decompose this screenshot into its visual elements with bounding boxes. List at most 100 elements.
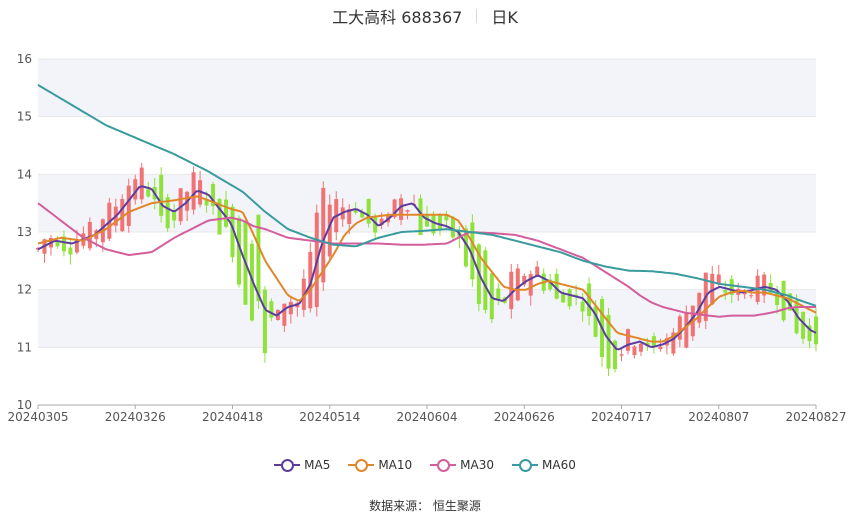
candle-body	[159, 175, 164, 216]
legend-label: MA10	[378, 458, 413, 472]
ma-line-ma30	[37, 202, 816, 318]
x-tick-label: 20240827	[785, 410, 846, 424]
legend-item-ma10[interactable]: MA10	[348, 458, 412, 472]
legend-item-ma60[interactable]: MA60	[512, 458, 576, 472]
candle-body	[470, 222, 475, 280]
candle-body	[625, 329, 630, 351]
candle-body	[74, 239, 79, 253]
candle-body	[450, 216, 455, 238]
candle-body	[211, 184, 216, 207]
candle-body	[321, 187, 326, 283]
candle-body	[172, 210, 177, 221]
legend-item-ma5[interactable]: MA5	[274, 458, 330, 472]
y-tick-label: 13	[17, 225, 32, 239]
candle-body	[55, 241, 60, 247]
candle-body	[483, 250, 488, 310]
candle-body	[431, 214, 436, 234]
candle-body	[353, 209, 358, 213]
legend-marker-icon	[348, 458, 375, 472]
candle-body	[204, 198, 209, 206]
candle-body	[561, 294, 566, 303]
candle-body	[574, 294, 579, 297]
candle-body	[548, 279, 553, 290]
candle-body	[282, 303, 287, 326]
candle-body	[87, 222, 92, 249]
candle-body	[444, 215, 449, 221]
candle-body	[801, 311, 806, 339]
chart-header: 工大高科 688367 日K	[0, 5, 850, 27]
x-tick-label: 20240807	[688, 410, 749, 424]
chart-title: 工大高科 688367	[332, 8, 463, 27]
candle-body	[366, 198, 371, 224]
legend-marker-icon	[430, 458, 457, 472]
candle-body	[269, 301, 274, 318]
candle-body	[554, 273, 559, 299]
x-tick-label: 20240626	[494, 410, 555, 424]
candle-body	[256, 214, 261, 302]
candle-body	[165, 197, 170, 229]
ma-line-ma60	[37, 84, 817, 307]
candle-body	[606, 314, 611, 369]
candle-body	[327, 204, 332, 257]
candle-body	[587, 283, 592, 317]
candle-body	[360, 212, 365, 218]
period-tab[interactable]: 日K	[491, 8, 518, 27]
candle-body	[437, 215, 442, 229]
candle-body	[749, 295, 754, 297]
candle-body	[580, 301, 585, 312]
candle-body	[373, 215, 378, 233]
candle-body	[528, 274, 533, 296]
y-tick-label: 14	[17, 167, 32, 181]
x-tick-label: 20240514	[299, 410, 360, 424]
candle-body	[716, 274, 721, 285]
candle-body	[729, 279, 734, 295]
x-tick-label: 20240418	[202, 410, 263, 424]
candle-body	[723, 290, 728, 293]
candle-body	[463, 228, 468, 267]
candle-body	[191, 172, 196, 210]
legend-label: MA5	[304, 458, 331, 472]
candle-body	[347, 209, 352, 224]
y-tick-label: 10	[17, 398, 32, 412]
candle-body	[522, 275, 527, 285]
candle-body	[418, 198, 423, 236]
y-tick-label: 16	[17, 52, 32, 66]
legend-item-ma30[interactable]: MA30	[430, 458, 494, 472]
candle-body	[515, 268, 520, 301]
grid-band	[38, 59, 816, 117]
legend-marker-icon	[512, 458, 539, 472]
candle-body	[710, 273, 715, 305]
data-source-note: 数据来源： 恒生聚源	[369, 499, 481, 513]
candle-body	[126, 185, 131, 226]
candle-body	[775, 293, 780, 305]
candle-body	[217, 198, 222, 235]
candle-body	[496, 288, 501, 300]
candle-body	[645, 342, 650, 346]
candle-body	[684, 313, 689, 348]
x-tick-label: 20240305	[7, 410, 68, 424]
candle-body	[567, 289, 572, 307]
candle-body	[762, 274, 767, 296]
candle-body	[230, 206, 235, 258]
candle-body	[619, 354, 624, 356]
candle-body	[781, 280, 786, 321]
candle-body	[139, 167, 144, 200]
candle-body	[236, 218, 241, 285]
candle-body	[807, 325, 812, 342]
legend-label: MA30	[460, 458, 495, 472]
candle-body	[405, 210, 410, 212]
x-tick-label: 20240604	[396, 410, 457, 424]
candle-body	[613, 340, 618, 369]
candle-body	[425, 214, 429, 227]
candle-body	[288, 301, 293, 315]
candle-body	[399, 198, 404, 220]
candle-body	[61, 236, 66, 252]
legend-label: MA60	[542, 458, 576, 472]
candle-body	[535, 266, 540, 276]
candle-body	[262, 289, 267, 354]
header-divider	[476, 9, 478, 23]
candle-body	[178, 188, 183, 222]
candle-body	[120, 199, 125, 232]
candle-body	[788, 293, 793, 311]
